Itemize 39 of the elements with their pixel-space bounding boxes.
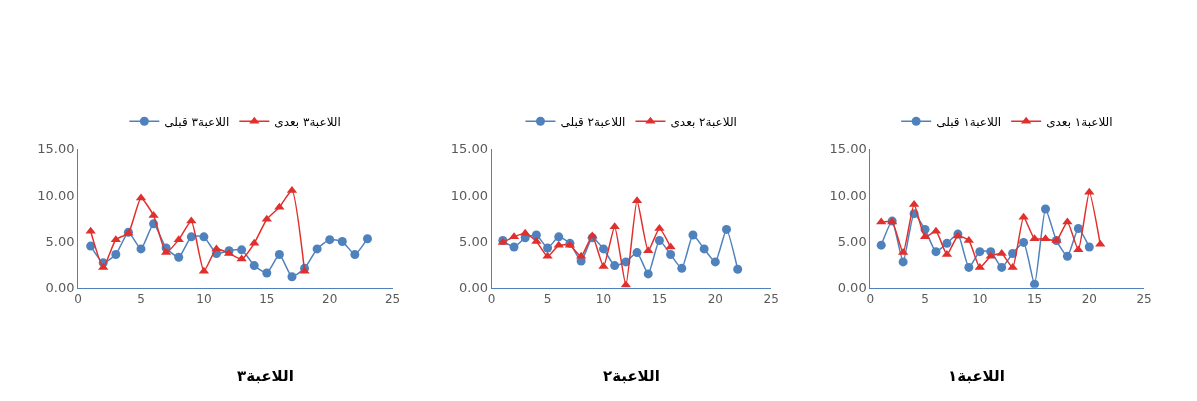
x-tick-label: 10 <box>196 292 212 307</box>
y-tick-label: 0.00 <box>459 280 489 296</box>
text: اللاعبة٣ <box>237 367 294 385</box>
x-tick-label: 20 <box>1081 292 1097 307</box>
y-tick-label: 15.00 <box>829 141 867 157</box>
y-tick-label: 15.00 <box>37 141 75 157</box>
x-tick-label: 10 <box>595 292 612 307</box>
legend-label: اللاعبة٣ بعدى <box>274 114 341 129</box>
legend-label: اللاعبة٣ قبلى <box>164 114 230 129</box>
x-tick-label: 20 <box>707 292 723 307</box>
x-tick-label: 5 <box>543 292 552 307</box>
y-tick-label: 10.00 <box>37 187 75 203</box>
x-tick-label: 0 <box>866 292 875 307</box>
x-tick-label: 25 <box>763 292 779 307</box>
legend-label: اللاعبة٢ بعدى <box>670 114 737 129</box>
legend-label: اللاعبة١ بعدى <box>1046 114 1113 129</box>
x-tick-label: 25 <box>1136 292 1152 307</box>
x-tick-label: 0 <box>74 292 82 307</box>
legend-label: اللاعبة٢ قبلى <box>560 114 626 129</box>
y-tick-label: 5.00 <box>459 234 489 250</box>
y-tick-label: 5.00 <box>837 234 867 250</box>
x-tick-label: 15 <box>651 292 668 307</box>
y-tick-label: 0.00 <box>45 280 75 296</box>
x-tick-label: 20 <box>322 292 338 307</box>
x-tick-label: 15 <box>259 292 275 307</box>
x-tick-label: 5 <box>921 292 929 307</box>
text: اللاعبة٢ <box>603 367 660 385</box>
x-tick-label: 0 <box>487 292 496 307</box>
legend-label: اللاعبة١ قبلى <box>936 114 1002 129</box>
y-tick-label: 5.00 <box>45 234 75 250</box>
y-tick-label: 10.00 <box>829 187 867 203</box>
x-tick-label: 25 <box>384 292 401 307</box>
text: اللاعبة١ <box>948 367 1005 385</box>
x-tick-label: 10 <box>972 292 988 307</box>
y-tick-label: 0.00 <box>837 280 867 296</box>
y-tick-label: 15.00 <box>450 141 489 157</box>
y-tick-label: 10.00 <box>450 187 489 203</box>
x-tick-label: 5 <box>137 292 145 307</box>
x-tick-label: 15 <box>1026 292 1043 307</box>
